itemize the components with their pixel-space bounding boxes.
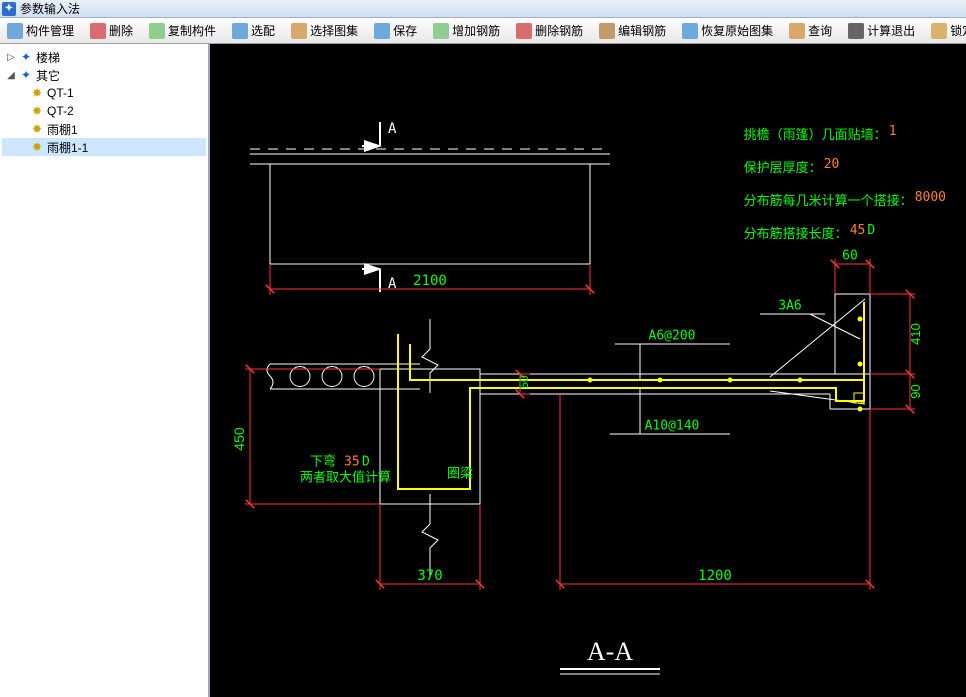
- param-row[interactable]: 保护层厚度： 20: [744, 157, 946, 176]
- toolbar-button[interactable]: 增加钢筋: [428, 20, 505, 42]
- svg-text:2100: 2100: [413, 273, 447, 289]
- toolbar-icon: [931, 23, 947, 39]
- toolbar-icon: [516, 23, 532, 39]
- main-area: ▷ ✦ 楼梯 ◢ ✦ 其它 ✸ QT-1 ✸ QT-2 ✸ 雨棚1 ✸ 雨棚1-…: [0, 44, 966, 697]
- toolbar: 构件管理 删除 复制构件 选配 选择图集 保存 增加钢筋 删除钢筋 编辑钢筋 恢复原始图集 查询 计算…: [0, 18, 966, 44]
- toolbar-icon: [149, 23, 165, 39]
- tree-label: 其它: [36, 67, 60, 84]
- toolbar-label: 复制构件: [168, 22, 216, 39]
- toolbar-label: 恢复原始图集: [701, 22, 773, 39]
- param-label: 保护层厚度：: [744, 157, 822, 176]
- tree-node-other[interactable]: ◢ ✦ 其它: [2, 66, 206, 84]
- toolbar-button[interactable]: 选择图集: [286, 20, 363, 42]
- param-label: 分布筋每几米计算一个搭接：: [744, 190, 913, 209]
- tree-node-canopy1-1[interactable]: ✸ 雨棚1-1: [2, 138, 206, 156]
- svg-text:90: 90: [908, 384, 923, 398]
- tree-node-qt1[interactable]: ✸ QT-1: [2, 84, 206, 102]
- svg-text:A10@140: A10@140: [645, 419, 700, 434]
- toolbar-button[interactable]: 复制构件: [144, 20, 221, 42]
- svg-text:D: D: [362, 455, 370, 470]
- toolbar-icon: [90, 23, 106, 39]
- toolbar-icon: [7, 23, 23, 39]
- category-icon: ✦: [19, 68, 33, 82]
- tree-label: 雨棚1: [47, 121, 78, 138]
- svg-text:370: 370: [417, 568, 442, 584]
- toolbar-icon: [374, 23, 390, 39]
- parameter-list: 挑檐（雨篷）几面贴墙： 1 保护层厚度： 20 分布筋每几米计算一个搭接： 80…: [744, 124, 946, 256]
- drawing-canvas[interactable]: AA2100A6@200A10@1403A6下弯35D两者取大值计算圈梁4505…: [210, 44, 966, 697]
- param-value: 45: [850, 223, 866, 242]
- item-icon: ✸: [30, 104, 44, 118]
- item-icon: ✸: [30, 122, 44, 136]
- toolbar-label: 计算退出: [867, 22, 915, 39]
- category-icon: ✦: [19, 50, 33, 64]
- toolbar-label: 选配: [251, 22, 275, 39]
- toolbar-icon: [789, 23, 805, 39]
- param-row[interactable]: 分布筋搭接长度： 45 D: [744, 223, 946, 242]
- toolbar-label: 查询: [808, 22, 832, 39]
- svg-text:50: 50: [517, 375, 531, 389]
- toolbar-label: 锁定脚本: [950, 22, 966, 39]
- toolbar-button[interactable]: 查询: [784, 20, 837, 42]
- svg-text:A: A: [388, 121, 397, 137]
- svg-text:圈梁: 圈梁: [447, 467, 473, 482]
- param-value: 8000: [915, 190, 946, 209]
- param-value: 20: [824, 157, 840, 176]
- toolbar-label: 删除钢筋: [535, 22, 583, 39]
- param-row[interactable]: 挑檐（雨篷）几面贴墙： 1: [744, 124, 946, 143]
- toolbar-label: 构件管理: [26, 22, 74, 39]
- svg-text:A-A: A-A: [587, 637, 633, 666]
- title-bar: ✦ 参数输入法: [0, 0, 966, 18]
- param-value: 1: [889, 124, 897, 143]
- tree-label: QT-1: [47, 86, 74, 100]
- param-label: 挑檐（雨篷）几面贴墙：: [744, 124, 887, 143]
- tree-panel: ▷ ✦ 楼梯 ◢ ✦ 其它 ✸ QT-1 ✸ QT-2 ✸ 雨棚1 ✸ 雨棚1-…: [0, 44, 210, 697]
- collapse-icon: ◢: [6, 70, 16, 81]
- tree-node-canopy1[interactable]: ✸ 雨棚1: [2, 120, 206, 138]
- svg-text:A6@200: A6@200: [649, 329, 696, 344]
- expand-icon: ▷: [6, 52, 16, 63]
- svg-text:A: A: [388, 276, 397, 292]
- toolbar-label: 增加钢筋: [452, 22, 500, 39]
- toolbar-label: 删除: [109, 22, 133, 39]
- toolbar-icon: [291, 23, 307, 39]
- toolbar-label: 选择图集: [310, 22, 358, 39]
- toolbar-icon: [433, 23, 449, 39]
- toolbar-button[interactable]: 构件管理: [2, 20, 79, 42]
- toolbar-button[interactable]: 恢复原始图集: [677, 20, 778, 42]
- toolbar-label: 编辑钢筋: [618, 22, 666, 39]
- toolbar-button[interactable]: 计算退出: [843, 20, 920, 42]
- item-icon: ✸: [30, 140, 44, 154]
- svg-text:35: 35: [344, 455, 360, 470]
- toolbar-button[interactable]: 选配: [227, 20, 280, 42]
- toolbar-button[interactable]: 删除: [85, 20, 138, 42]
- svg-text:450: 450: [231, 427, 247, 451]
- param-row[interactable]: 分布筋每几米计算一个搭接： 8000: [744, 190, 946, 209]
- toolbar-button[interactable]: 锁定脚本: [926, 20, 966, 42]
- toolbar-button[interactable]: 保存: [369, 20, 422, 42]
- tree-label: 雨棚1-1: [47, 139, 88, 156]
- svg-text:1200: 1200: [698, 568, 732, 584]
- app-icon: ✦: [2, 2, 16, 16]
- svg-text:两者取大值计算: 两者取大值计算: [300, 470, 391, 486]
- window-title: 参数输入法: [20, 0, 80, 17]
- param-label: 分布筋搭接长度：: [744, 223, 848, 242]
- toolbar-button[interactable]: 编辑钢筋: [594, 20, 671, 42]
- toolbar-icon: [599, 23, 615, 39]
- toolbar-label: 保存: [393, 22, 417, 39]
- toolbar-icon: [848, 23, 864, 39]
- param-unit: D: [867, 223, 875, 242]
- svg-text:下弯: 下弯: [310, 454, 336, 470]
- toolbar-icon: [232, 23, 248, 39]
- item-icon: ✸: [30, 86, 44, 100]
- svg-text:3A6: 3A6: [778, 299, 801, 314]
- toolbar-icon: [682, 23, 698, 39]
- tree-node-stairs[interactable]: ▷ ✦ 楼梯: [2, 48, 206, 66]
- tree-label: 楼梯: [36, 49, 60, 66]
- tree-label: QT-2: [47, 104, 74, 118]
- svg-text:410: 410: [908, 323, 923, 345]
- tree-node-qt2[interactable]: ✸ QT-2: [2, 102, 206, 120]
- toolbar-button[interactable]: 删除钢筋: [511, 20, 588, 42]
